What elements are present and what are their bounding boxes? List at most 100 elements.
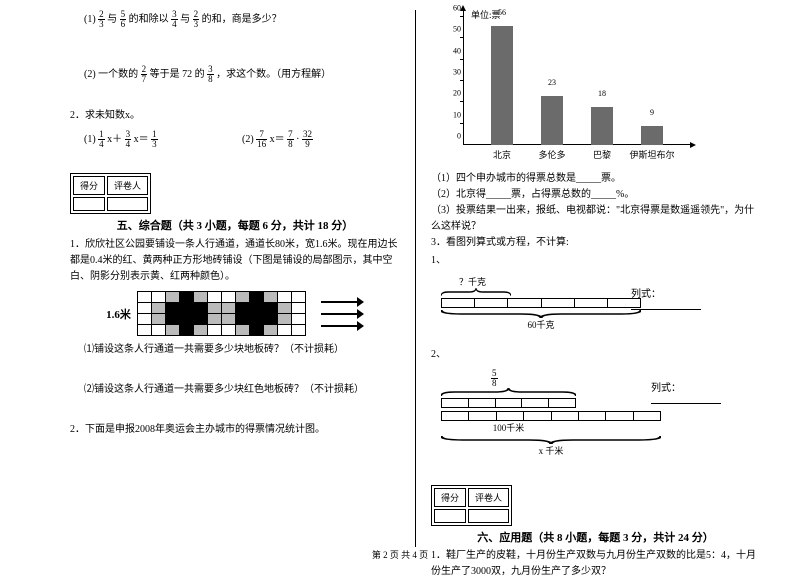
left-column: (1) 23 与 56 的和除以 34 与 23 的和，商是多少？ (2) 一个… [70,10,415,547]
fraction: 34 [171,10,178,29]
chart-q2: （2）北京得_____票，占得票总数的_____%。 [431,187,760,203]
chart-q1: （1）四个申办城市的得票总数是_____票。 [431,171,760,187]
sidewalk-height-label: 1.6米 [106,306,131,322]
p5-2-text: 2．下面是申报2008年奥运会主办城市的得票情况统计图。 [70,422,400,438]
bar-value-label: 56 [491,8,513,17]
brace-icon [441,388,576,398]
y-tick-label: 30 [441,68,461,77]
fraction: 27 [141,65,148,84]
fraction: 34 [125,130,132,149]
y-tick-label: 20 [441,89,461,98]
p5-1-text: 1．欣欣社区公园要铺设一条人行通道，通道长80米，宽1.6米。现在用边长都是0.… [70,237,400,285]
y-tick-label: 0 [441,132,461,141]
bar-value-label: 23 [541,78,563,87]
grader-label: 评卷人 [468,488,509,507]
text: (1) [84,14,98,25]
arrow-icon [321,309,364,319]
arrow-icon [321,297,364,307]
q1-2: (2) 一个数的 27 等于是 72 的 38 ，求这个数。（用方程解） [70,65,400,84]
text: x＝ [134,134,149,145]
text: 列式： [631,289,661,300]
text: (2) [242,134,256,145]
fraction: 78 [287,130,294,149]
brace-icon [441,308,641,318]
p5-1-q2: ⑵铺设这条人行通道一共需要多少块红色地板砖？（不计损耗） [70,382,400,398]
fraction: 13 [151,130,158,149]
text: 等于是 72 的 [150,69,205,80]
sidewalk-grid [137,291,306,336]
score-box: 得分 评卷人 [70,173,151,214]
diagram-2: 58 100千米 x 千米 列式： [441,369,661,457]
arrow-icon [321,321,364,331]
text: x＋ [107,134,122,145]
fraction: 716 [256,130,267,149]
chart-bar [641,126,663,145]
chart-q3: （3）投票结果一出来，报纸、电视都说："北京得票是数遥遥领先"，为什么这样说？ [431,203,760,235]
text: 与 [180,14,190,25]
d2-equation-label: 列式： [651,379,741,407]
p5-1-q1: ⑴铺设这条人行通道一共需要多少块地板砖？（不计损耗） [70,342,400,358]
q2-equations: (1) 14 x＋ 34 x＝ 13 (2) 716 x＝ 78 · 329 [70,130,400,149]
right-column: 单位:票 010203040506056北京23多伦多18巴黎9伊斯坦布尔 （1… [415,10,760,547]
bar-category-label: 北京 [479,148,525,161]
y-tick-label: 10 [441,110,461,119]
segment-bar-bottom [441,411,661,421]
bar-category-label: 伊斯坦布尔 [629,148,675,161]
blank-line [631,300,701,310]
brace-icon [441,288,511,298]
grader-label: 评卷人 [107,176,148,195]
y-tick-label: 50 [441,25,461,34]
fraction: 58 [491,369,498,388]
bar-value-label: 18 [591,89,613,98]
d2-bottom-label: x 千米 [441,444,661,457]
d1-bottom-label: 60千克 [441,318,641,331]
fraction: 23 [193,10,200,29]
arrow-group [321,295,364,333]
section-5-title: 五、综合题（共 3 小题，每题 6 分，共计 18 分） [70,217,400,233]
section-6-title: 六、应用题（共 8 小题，每题 3 分，共计 24 分） [431,529,760,545]
y-tick-label: 60 [441,4,461,13]
text: (2) 一个数的 [84,69,138,80]
text: （2）北京得_____票，占得票总数的_____%。 [431,189,634,200]
d1-top-label: ？千克 [441,275,641,288]
bar-category-label: 巴黎 [579,148,625,161]
p5-3-text: 3．看图列算式或方程，不计算: [431,235,760,251]
q2-title: 2．求未知数x。 [70,108,400,124]
fraction: 14 [98,130,105,149]
y-tick-label: 40 [441,46,461,55]
fraction: 38 [207,65,214,84]
q2a: (1) 14 x＋ 34 x＝ 13 [84,130,242,149]
diagram-1-num: 1、 [431,253,760,269]
text: x＝ [270,134,285,145]
x-axis-arrow-icon [690,142,696,148]
blank-line [651,394,721,404]
q1-1: (1) 23 与 56 的和除以 34 与 23 的和，商是多少？ [70,10,400,29]
d2-mid-label: 100千米 [441,421,576,434]
chart-bar [541,96,563,145]
chart-bar [491,26,513,145]
text: （1）四个申办城市的得票总数是_____票。 [431,173,621,184]
score-label: 得分 [434,488,466,507]
bar-value-label: 9 [641,108,663,117]
text: 的和除以 [129,14,169,25]
fraction: 329 [302,130,313,149]
fraction: 23 [98,10,105,29]
text: 的和，商是多少？ [202,14,282,25]
text: (1) [84,134,98,145]
score-box: 得分 评卷人 [431,485,512,526]
vote-bar-chart: 单位:票 010203040506056北京23多伦多18巴黎9伊斯坦布尔 [441,10,691,165]
text: · [296,134,299,145]
chart-bar [591,107,613,145]
brace-icon [441,434,661,444]
text: 列式： [651,383,681,394]
segment-bar [441,298,641,308]
d1-equation-label: 列式： [631,285,721,313]
page-footer: 第 2 页 共 4 页 [0,548,800,561]
text: ，求这个数。（用方程解） [216,69,331,80]
diagram-2-num: 2、 [431,347,760,363]
sidewalk-diagram: 1.6米 [70,291,400,336]
segment-bar-top [441,398,576,408]
q2b: (2) 716 x＝ 78 · 329 [242,130,400,149]
bar-category-label: 多伦多 [529,148,575,161]
diagram-1: ？千克 60千克 列式： [441,275,641,331]
